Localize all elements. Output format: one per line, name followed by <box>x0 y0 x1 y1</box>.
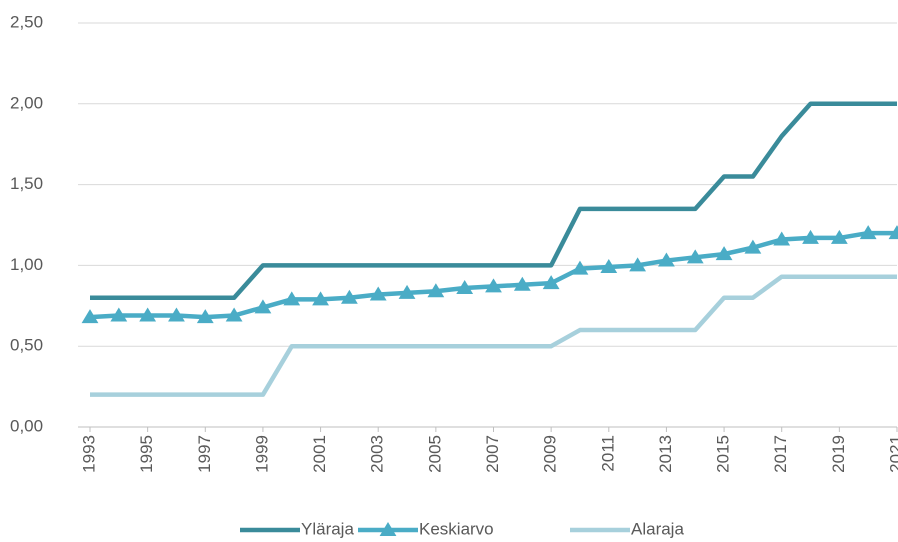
series-line <box>90 274 897 397</box>
y-tick-label: 0,50 <box>10 336 43 355</box>
marker <box>398 284 416 299</box>
marker <box>686 249 704 264</box>
y-tick-label: 1,50 <box>10 174 43 193</box>
marker <box>773 231 791 246</box>
series-line <box>89 230 897 320</box>
x-tick-label: 2013 <box>656 435 675 473</box>
series-line <box>90 101 897 300</box>
x-tick-label: 2015 <box>714 435 733 473</box>
marker <box>283 291 301 306</box>
legend-label: Keskiarvo <box>419 519 494 538</box>
x-tick-label: 2001 <box>310 435 329 473</box>
marker <box>225 307 243 322</box>
x-tick-label: 1997 <box>195 435 214 473</box>
x-tick-label: 2021 <box>886 435 898 473</box>
legend-marker <box>379 522 397 536</box>
y-tick-label: 2,00 <box>10 93 43 112</box>
legend-label: Alaraja <box>631 519 684 538</box>
x-tick-label: 2011 <box>598 435 617 472</box>
marker <box>658 252 675 267</box>
x-tick-label: 2005 <box>425 435 444 473</box>
marker <box>888 225 898 240</box>
marker <box>744 239 762 254</box>
marker <box>571 260 589 275</box>
marker <box>830 229 848 244</box>
y-tick-label: 1,00 <box>10 255 43 274</box>
x-tick-label: 2009 <box>541 435 560 473</box>
marker <box>81 309 99 324</box>
x-tick-label: 2019 <box>829 435 848 473</box>
y-tick-label: 2,50 <box>10 12 43 31</box>
x-tick-label: 1993 <box>79 435 98 473</box>
marker <box>542 275 560 290</box>
x-tick-label: 1999 <box>252 435 271 473</box>
marker <box>456 280 474 295</box>
marker <box>715 246 733 261</box>
x-tick-label: 2003 <box>368 435 387 473</box>
x-tick-label: 2007 <box>483 435 502 473</box>
marker <box>110 307 128 322</box>
marker <box>629 257 647 272</box>
y-tick-label: 0,00 <box>10 416 43 435</box>
x-tick-label: 1995 <box>137 435 156 473</box>
marker <box>369 286 387 301</box>
marker <box>312 291 329 306</box>
marker <box>802 229 819 244</box>
marker <box>196 309 214 324</box>
marker <box>859 225 877 240</box>
marker <box>254 299 272 314</box>
legend-label: Yläraja <box>301 519 354 538</box>
marker <box>600 259 618 274</box>
marker <box>168 307 185 322</box>
marker <box>427 283 445 298</box>
marker <box>340 289 358 304</box>
x-tick-label: 2017 <box>771 435 790 473</box>
marker <box>485 278 502 293</box>
marker <box>139 307 157 322</box>
marker <box>513 276 531 291</box>
